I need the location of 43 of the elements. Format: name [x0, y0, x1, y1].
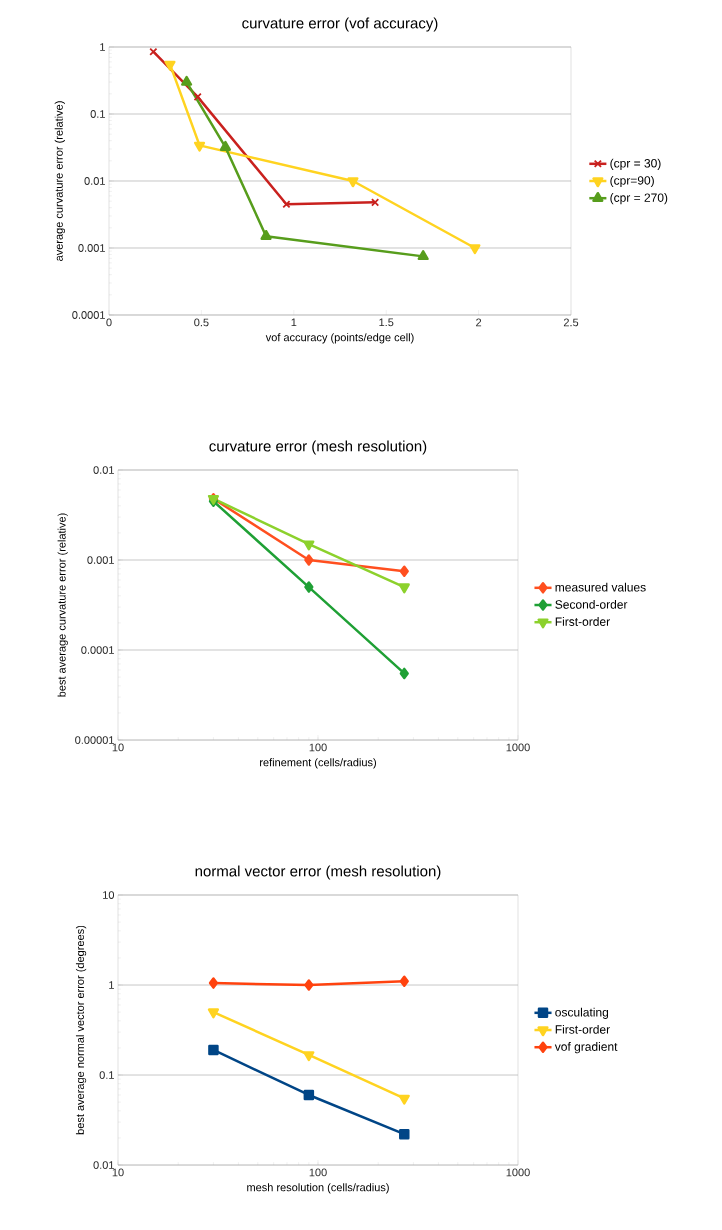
- legend-label: First-order: [555, 1024, 610, 1034]
- x-tick-label: 0.5: [194, 318, 209, 327]
- y-tick-label: 0.01: [93, 466, 114, 474]
- chart-title: curvature error (mesh resolution): [209, 440, 427, 455]
- y-tick-label: 1: [109, 981, 114, 989]
- y-tick-label: 0.01: [93, 1161, 114, 1169]
- y-tick-label: 0.001: [78, 244, 105, 252]
- x-tick-label: 1000: [506, 743, 530, 752]
- y-tick-label: 0.1: [90, 110, 105, 118]
- legend-label: osculating: [555, 1007, 609, 1019]
- y-axis-title: best average curvature error (relative): [57, 513, 68, 697]
- y-tick-label: 0.01: [84, 177, 105, 185]
- x-tick-label: 0: [106, 318, 112, 327]
- chart-title: curvature error (vof accuracy): [242, 17, 438, 32]
- x-tick-label: 100: [309, 1168, 327, 1177]
- legend-label: measured values: [555, 582, 646, 592]
- x-tick-label: 1: [291, 318, 297, 327]
- y-tick-label: 10: [103, 891, 115, 899]
- y-axis-title: average curvature error (relative): [54, 101, 65, 261]
- y-tick-label: 0.00001: [75, 736, 114, 744]
- legend-label: First-order: [555, 617, 610, 626]
- x-tick-label: 1000: [506, 1168, 530, 1177]
- x-tick-label: 10: [112, 1168, 124, 1177]
- x-tick-label: 1.5: [379, 318, 394, 327]
- y-tick-label: 0.1: [99, 1071, 114, 1079]
- y-axis-title: best average normal vector error (degrees): [75, 925, 87, 1135]
- chart-title: normal vector error (mesh resolution): [195, 865, 441, 880]
- x-axis-title: mesh resolution (cells/radius): [247, 1183, 389, 1194]
- legend-label: vof gradient: [554, 1042, 618, 1054]
- legend-label: Second-order: [555, 599, 628, 609]
- y-tick-label: 1: [100, 43, 105, 51]
- legend-label: (cpr=90): [610, 175, 654, 188]
- x-axis-title: vof accuracy (points/edge cell): [265, 333, 414, 344]
- x-tick-label: 100: [309, 743, 327, 752]
- x-tick-label: 10: [112, 743, 124, 752]
- x-tick-label: 2.5: [563, 318, 579, 327]
- legend-label: (cpr = 270): [610, 193, 668, 205]
- y-tick-label: 0.001: [87, 556, 114, 564]
- x-axis-title: refinement (cells/radius): [260, 758, 376, 769]
- legend-label: (cpr = 30): [610, 158, 661, 170]
- y-tick-label: 0.0001: [72, 311, 105, 319]
- y-tick-label: 0.0001: [81, 646, 114, 654]
- x-tick-label: 2: [476, 318, 482, 327]
